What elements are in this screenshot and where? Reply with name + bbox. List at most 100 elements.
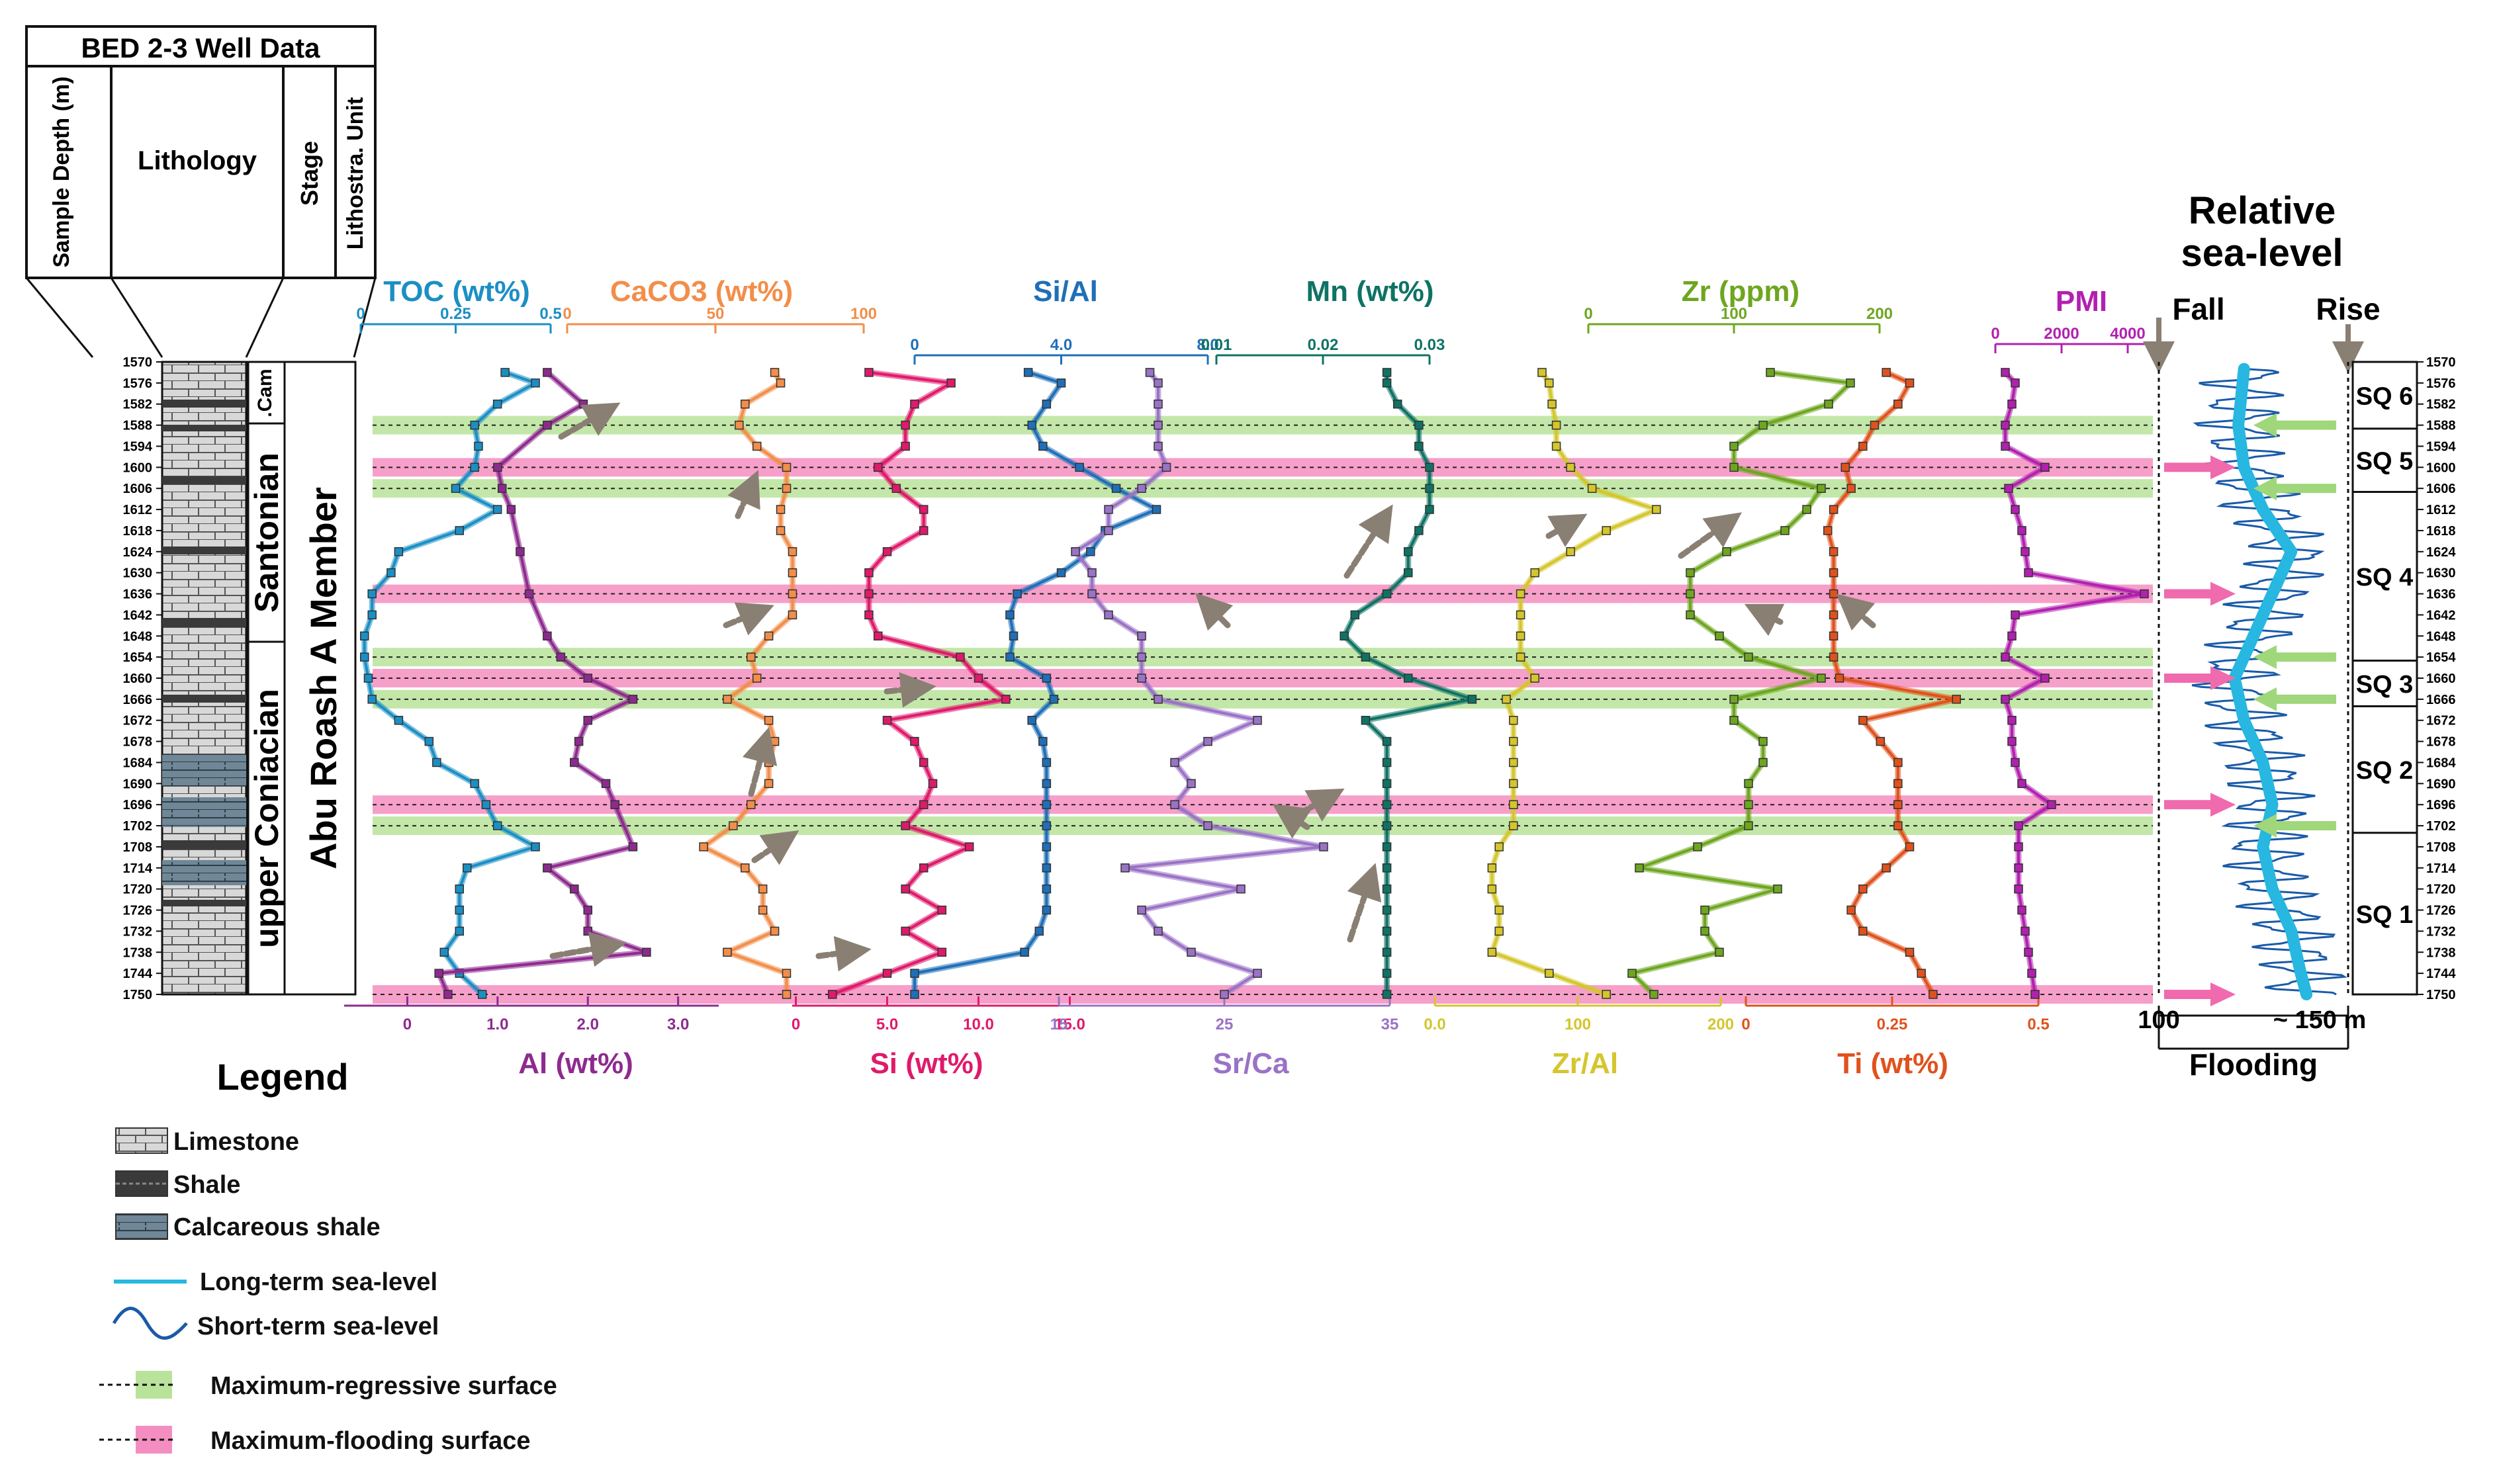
- zr-al-point: [1537, 368, 1547, 377]
- toc-wt-axis: 0 0.25 0.5 TOC (wt%): [356, 275, 562, 333]
- caco3-wt-point: [741, 863, 750, 873]
- ti-wt-point: [1917, 969, 1926, 978]
- mn-wt-axis: 0.01 0.02 0.03 Mn (wt%): [1201, 275, 1445, 365]
- caco3-wt-tick-label: 50: [707, 305, 725, 323]
- caco3-wt-tick-label: 100: [850, 305, 877, 323]
- caco3-wt-point: [699, 842, 708, 851]
- mn-wt-point: [1382, 863, 1392, 873]
- sequence-label: SQ 1: [2356, 901, 2414, 929]
- stage-cam: .Cam: [254, 369, 276, 417]
- si-wt-point: [1001, 695, 1011, 704]
- pmi-point: [2017, 905, 2026, 915]
- sr-ca-point: [1154, 378, 1163, 388]
- mfs-arrow-head: [2210, 455, 2236, 480]
- depth-label-right: 1708: [2426, 840, 2456, 855]
- si-wt-point: [827, 990, 837, 999]
- mn-wt-point: [1425, 505, 1434, 514]
- ti-wt-point: [1893, 399, 1903, 409]
- caco3-wt-point: [788, 568, 797, 578]
- depth-label: 1690: [123, 777, 153, 791]
- calcareous-shale-bed: [162, 754, 246, 786]
- mn-wt-point: [1340, 631, 1349, 641]
- depth-label: 1630: [123, 566, 153, 581]
- si-wt-point: [882, 715, 892, 725]
- zr-al-point: [1487, 863, 1497, 873]
- depth-label: 1660: [123, 672, 153, 686]
- zr-ppm-point: [1686, 589, 1695, 599]
- zr-al-point: [1509, 715, 1518, 725]
- mn-wt-point: [1382, 589, 1392, 599]
- zr-ppm-point: [1700, 905, 1709, 915]
- zr-ppm-point: [1780, 526, 1790, 535]
- ti-wt-axis: 0 0.25 0.5 Ti (wt%): [1741, 996, 2050, 1080]
- pmi-point: [2140, 589, 2149, 599]
- zr-al-point: [1509, 821, 1518, 830]
- caco3-wt-point: [782, 484, 792, 493]
- mn-wt-point: [1404, 547, 1413, 556]
- si-al-point: [1042, 800, 1052, 809]
- caco3-wt-point: [758, 884, 768, 894]
- ti-wt-tick-label: 0.5: [2027, 1016, 2049, 1033]
- well-header-table: BED 2-3 Well Data Sample Depth (m) Litho…: [25, 25, 377, 358]
- mn-wt-point: [1414, 526, 1424, 535]
- al-wt-point: [443, 990, 453, 999]
- si-wt-point: [864, 568, 874, 578]
- si-al-point: [1042, 821, 1052, 830]
- si-al-point: [1009, 631, 1019, 641]
- depth-label: 1570: [123, 355, 153, 370]
- zr-al-point: [1587, 484, 1597, 493]
- sr-ca-point: [1104, 610, 1113, 620]
- depth-label-right: 1582: [2426, 398, 2456, 412]
- depth-label-right: 1618: [2426, 524, 2456, 539]
- si-wt-point: [873, 462, 883, 472]
- si-al-point: [910, 969, 919, 978]
- mn-wt-point: [1425, 462, 1434, 472]
- si-al-point: [1013, 589, 1022, 599]
- si-al-point: [1027, 715, 1036, 725]
- sr-ca-point: [1319, 842, 1328, 851]
- al-wt-point: [628, 842, 638, 851]
- depth-label-right: 1666: [2426, 693, 2456, 707]
- depth-label: 1744: [123, 967, 153, 981]
- sr-ca-point: [1220, 990, 1229, 999]
- chart-axes: 0 0.25 0.5 TOC (wt%) 0 1.0 2.0 3.0 Al (wt%) 0 50 10…: [344, 275, 2161, 1080]
- si-wt-point: [910, 736, 919, 746]
- depth-label-right: 1750: [2426, 988, 2456, 1002]
- pmi-point: [2014, 884, 2023, 894]
- mn-wt-point: [1467, 695, 1477, 704]
- toc-wt-tick-label: 0.25: [440, 305, 471, 323]
- pmi-point: [2024, 568, 2033, 578]
- al-wt-axis: 0 1.0 2.0 3.0 Al (wt%): [344, 996, 719, 1080]
- si-al-point: [1056, 378, 1066, 388]
- depth-label-right: 1684: [2426, 756, 2456, 770]
- toc-wt-point: [492, 505, 502, 514]
- mn-wt-point: [1361, 715, 1371, 725]
- toc-wt-point: [394, 547, 404, 556]
- mrs-arrow-head: [2253, 687, 2277, 711]
- si-wt-point: [901, 821, 910, 830]
- si-al-axis-label: Si/Al: [1033, 275, 1098, 308]
- ti-wt-tick-label: 0.25: [1877, 1016, 1908, 1033]
- si-wt-point: [910, 399, 919, 409]
- mrs-arrow-head: [2253, 814, 2277, 838]
- depth-label-right: 1576: [2426, 376, 2456, 391]
- mn-wt-point: [1404, 568, 1413, 578]
- calcareous-shale-swatch: [115, 1213, 168, 1240]
- al-wt-point: [570, 758, 579, 767]
- ti-wt-point: [1846, 905, 1856, 915]
- si-wt-point: [919, 800, 929, 809]
- caco3-wt-point: [764, 631, 774, 641]
- si-wt-point: [882, 969, 892, 978]
- al-wt-point: [583, 715, 592, 725]
- sr-ca-point: [1120, 863, 1130, 873]
- depth-axis: 1570 1570 1576 1576 1582 1582 1588 1588 1594 1594…: [123, 355, 2457, 1002]
- sr-ca-tick-label: 15: [1050, 1016, 1068, 1033]
- zr-ppm-point: [1686, 568, 1695, 578]
- caco3-wt-point: [770, 368, 780, 377]
- caco3-wt-axis: 0 50 100 CaCO3 (wt%): [563, 275, 877, 333]
- sr-ca-point: [1170, 800, 1179, 809]
- toc-wt-point: [359, 652, 369, 662]
- legend-shale: Shale: [173, 1171, 240, 1199]
